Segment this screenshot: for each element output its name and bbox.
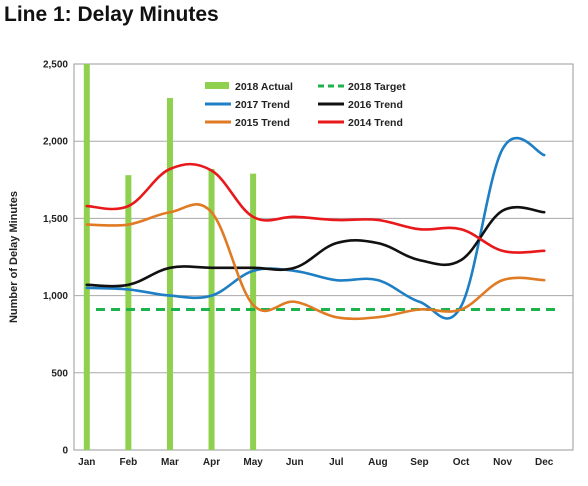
x-tick-label: Jan xyxy=(78,457,95,468)
x-tick-label: Nov xyxy=(493,457,512,468)
y-tick-label: 2,000 xyxy=(43,137,68,148)
series-line-2017-trend xyxy=(85,136,546,320)
page-title: Line 1: Delay Minutes xyxy=(4,3,219,26)
x-tick-label: Dec xyxy=(535,457,554,468)
legend-entry: 2018 Actual xyxy=(235,81,293,93)
trend-lines xyxy=(85,136,559,321)
legend-entry: 2016 Trend xyxy=(348,99,403,111)
y-tick-label: 500 xyxy=(51,368,68,379)
legend-entry: 2018 Target xyxy=(348,81,406,93)
bars-2018-actual xyxy=(83,64,257,450)
y-tick-labels: 0 500 1,000 1,500 2,000 2,500 xyxy=(43,60,68,457)
legend-swatch xyxy=(205,82,229,89)
y-tick-label: 0 xyxy=(62,446,68,457)
x-tick-labels: Jan Feb Mar Apr May Jun Jul Aug Sep Oct Nov Dec xyxy=(78,457,554,468)
plot-area-frame xyxy=(73,63,574,451)
x-tick-label: Jun xyxy=(286,457,304,468)
legend: 2018 Actual 2018 Target 2017 Trend 2016 Tre… xyxy=(205,81,406,129)
x-tick-label: Feb xyxy=(119,457,137,468)
x-tick-label: Jul xyxy=(329,457,344,468)
x-tick-label: Aug xyxy=(368,457,387,468)
legend-entry: 2015 Trend xyxy=(235,117,290,129)
bar xyxy=(166,97,173,450)
series-line-2016-trend xyxy=(85,205,546,288)
x-tick-label: Mar xyxy=(161,457,179,468)
x-tick-label: Apr xyxy=(203,457,220,468)
y-tick-label: 1,500 xyxy=(43,214,68,225)
bar xyxy=(250,173,257,450)
series-line-2015-trend xyxy=(85,203,546,321)
bar xyxy=(83,64,90,450)
bar xyxy=(208,168,215,450)
y-axis-label: Number of Delay Minutes xyxy=(8,191,20,323)
x-tick-label: Sep xyxy=(410,457,428,468)
y-tick-label: 2,500 xyxy=(43,60,68,71)
x-tick-label: Oct xyxy=(453,457,470,468)
series-line-2014-trend xyxy=(85,162,546,254)
gridlines xyxy=(74,140,573,374)
bar xyxy=(125,175,132,450)
legend-entry: 2017 Trend xyxy=(235,99,290,111)
legend-entry: 2014 Trend xyxy=(348,117,403,129)
y-tick-label: 1,000 xyxy=(43,291,68,302)
x-tick-label: May xyxy=(243,457,263,468)
